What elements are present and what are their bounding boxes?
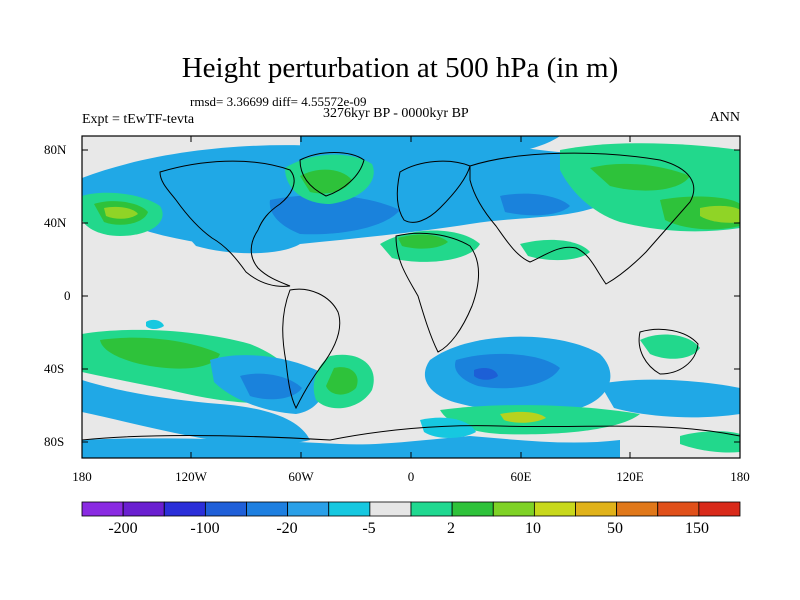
period-text: 3276kyr BP - 0000kyr BP — [323, 106, 469, 121]
lon-label-120w: 120W — [175, 469, 207, 484]
contour-blue-tiny-eq — [146, 319, 164, 329]
contour-blue-south-a — [82, 380, 310, 445]
colorbar-swatch-14 — [657, 501, 700, 517]
axis-ticks — [82, 136, 740, 458]
cb-label-10: 10 — [525, 520, 541, 537]
lon-label-60w: 60W — [288, 469, 314, 484]
cb-label-m200: -200 — [108, 520, 138, 537]
contour-green-aus — [640, 334, 700, 359]
contour-dgreen-satlantic — [326, 367, 358, 395]
lon-label-60e: 60E — [510, 469, 532, 484]
colorbar-swatch-7 — [369, 501, 412, 517]
lon-label-120e: 120E — [616, 469, 644, 484]
experiment-label: Expt = tEwTF-tevta — [82, 112, 195, 127]
lon-label-180w: 180 — [72, 469, 92, 484]
colorbar-swatch-5 — [287, 501, 330, 517]
contour-green-sw-pac-low — [680, 431, 740, 453]
colorbar-swatch-15 — [698, 501, 741, 517]
contour-lime-npac-east — [700, 205, 740, 223]
cb-label-m5: -5 — [362, 520, 376, 537]
colorbar-swatch-9 — [451, 501, 494, 517]
lat-label-80n: 80N — [44, 142, 67, 157]
coast-africa — [395, 232, 479, 353]
cb-label-150: 150 — [685, 520, 709, 537]
colorbar-swatch-0 — [81, 501, 124, 517]
contour-lime-southern-ocean — [500, 411, 546, 423]
coast-australia — [638, 328, 699, 375]
coast-antarctica — [82, 425, 740, 441]
contour-dgreen-atlantic-sub — [398, 234, 448, 249]
map-title: Height perturbation at 500 hPa (in m) — [181, 52, 619, 84]
colorbar-swatch-13 — [616, 501, 659, 517]
contour-cyan-far-south — [420, 417, 476, 438]
lat-label-40n: 40N — [44, 215, 67, 230]
colorbar — [81, 501, 741, 517]
contour-dark-blue-north-2 — [500, 193, 570, 216]
contour-lime-npac-west — [104, 206, 138, 219]
colorbar-swatch-2 — [163, 501, 206, 517]
colorbar-swatch-4 — [246, 501, 289, 517]
lat-label-40s: 40S — [44, 361, 65, 376]
contour-blue-sou-east — [600, 379, 740, 418]
colorbar-swatch-8 — [410, 501, 453, 517]
coast-south-america — [282, 288, 341, 410]
contour-blue-antarctic — [82, 436, 620, 458]
cb-label-m100: -100 — [190, 520, 220, 537]
contour-dark-blue-south-b — [240, 373, 302, 400]
contour-dark-blue-north — [269, 195, 400, 235]
cb-label-2: 2 — [447, 520, 455, 537]
lon-label-0: 0 — [407, 469, 415, 484]
contour-darker-blue-sindian — [474, 368, 498, 380]
stats-text: rmsd= 3.36699 diff= 4.55572e-09 — [190, 94, 367, 109]
colorbar-swatch-1 — [122, 501, 165, 517]
map-panel — [82, 136, 740, 458]
contour-blue-arctic — [300, 136, 560, 157]
coast-asia — [469, 152, 695, 285]
coastlines — [82, 152, 740, 441]
colorbar-swatch-12 — [575, 501, 618, 517]
colorbar-swatch-3 — [204, 501, 247, 517]
colorbar-swatch-10 — [492, 501, 535, 517]
colorbar-swatch-6 — [328, 501, 371, 517]
season-label: ANN — [709, 110, 740, 125]
coast-north-america — [159, 160, 295, 287]
cb-label-50: 50 — [607, 520, 623, 537]
cb-label-m20: -20 — [276, 520, 298, 537]
colorbar-swatch-11 — [533, 501, 576, 517]
contour-dgreen-spac — [100, 337, 220, 369]
contour-dark-blue-sindian — [454, 353, 560, 389]
contour-dgreen-asia — [590, 163, 690, 191]
contour-blue-mid-atlantic — [180, 225, 300, 254]
lat-label-eq: 0 — [64, 288, 71, 303]
lon-label-180e: 180 — [730, 469, 750, 484]
lat-label-80s: 80S — [44, 434, 65, 449]
coast-greenland — [299, 152, 365, 197]
coast-europe — [396, 160, 471, 223]
